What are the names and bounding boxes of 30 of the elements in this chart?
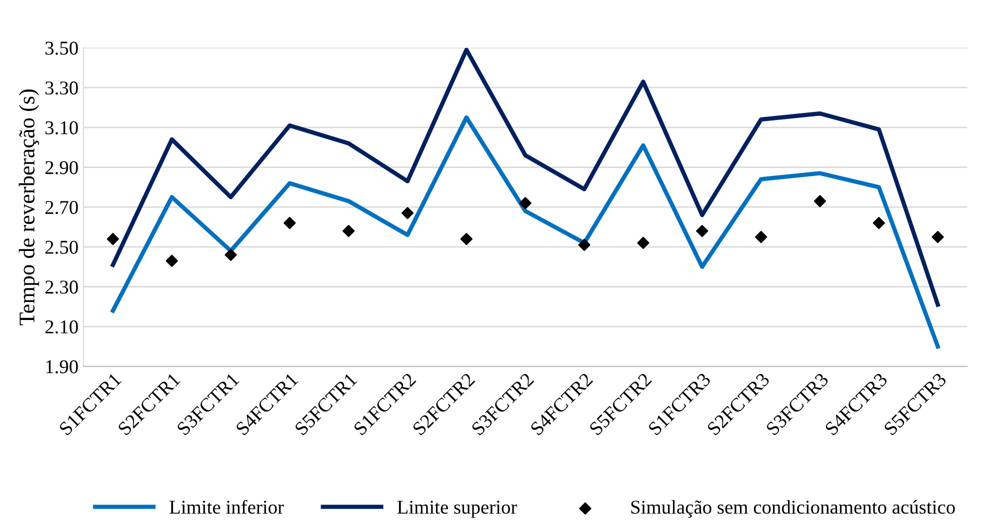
point (106, 232, 120, 246)
line-series (110, 48, 940, 307)
y-tick-label: 1.90 (46, 360, 78, 374)
point (578, 238, 590, 251)
point (696, 224, 708, 238)
legend-label: Limite superior (397, 500, 518, 518)
point (224, 248, 237, 261)
y-tick-label: 2.10 (45, 320, 78, 334)
y-tick-label: 2.50 (45, 240, 78, 254)
point (754, 230, 768, 244)
y-tick-label: 3.10 (46, 121, 78, 134)
point (460, 232, 473, 246)
y-tick-label: 3.30 (46, 81, 78, 95)
y-tick-label: 2.90 (45, 161, 78, 174)
y-axis-title: Tempo de reverberação (s) (18, 89, 40, 326)
point (284, 216, 296, 230)
point (519, 197, 532, 210)
point (401, 206, 414, 220)
point (814, 195, 826, 208)
point (637, 236, 650, 250)
point (872, 216, 885, 230)
line-series (110, 115, 940, 349)
point (932, 230, 944, 244)
point (342, 224, 355, 238)
legend-label: Limite inferior (170, 500, 284, 514)
y-tick-label: 2.30 (45, 280, 78, 294)
y-tick-label: 2.70 (45, 200, 78, 214)
point (166, 254, 178, 267)
legend-label: Simulação sem condicionamento acústico (631, 500, 955, 518)
y-tick-label: 3.50 (46, 42, 78, 55)
